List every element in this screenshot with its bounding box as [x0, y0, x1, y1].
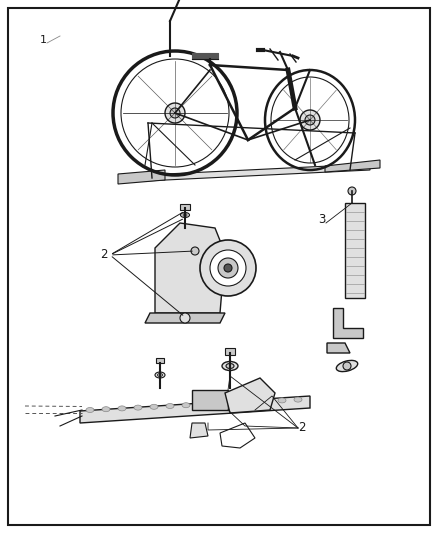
Ellipse shape: [158, 374, 162, 376]
Ellipse shape: [86, 408, 94, 413]
Ellipse shape: [102, 407, 110, 411]
Ellipse shape: [278, 398, 286, 403]
Circle shape: [348, 187, 356, 195]
Circle shape: [191, 247, 199, 255]
Polygon shape: [125, 164, 370, 182]
Bar: [180, 204, 190, 210]
Circle shape: [170, 108, 180, 118]
Ellipse shape: [198, 402, 206, 407]
Bar: [225, 348, 235, 355]
Ellipse shape: [183, 214, 187, 216]
Ellipse shape: [150, 405, 158, 409]
Circle shape: [300, 110, 320, 130]
Polygon shape: [325, 160, 380, 172]
Ellipse shape: [155, 372, 165, 378]
Ellipse shape: [230, 400, 238, 405]
Ellipse shape: [262, 399, 270, 403]
Circle shape: [343, 362, 351, 370]
Ellipse shape: [294, 397, 302, 402]
Polygon shape: [327, 343, 350, 353]
Circle shape: [180, 313, 190, 323]
Circle shape: [218, 258, 238, 278]
Text: 2: 2: [100, 248, 107, 261]
Polygon shape: [333, 308, 363, 338]
Circle shape: [224, 264, 232, 272]
Polygon shape: [80, 396, 310, 423]
Ellipse shape: [214, 401, 222, 406]
Text: 1: 1: [40, 35, 47, 45]
Ellipse shape: [182, 403, 190, 408]
Ellipse shape: [134, 405, 142, 410]
Circle shape: [200, 240, 256, 296]
Polygon shape: [145, 313, 225, 323]
Ellipse shape: [180, 213, 190, 217]
Bar: [192, 390, 228, 410]
Circle shape: [305, 115, 315, 125]
Circle shape: [165, 103, 185, 123]
Bar: [156, 358, 164, 363]
Ellipse shape: [226, 364, 234, 368]
Polygon shape: [190, 423, 208, 438]
Circle shape: [210, 250, 246, 286]
Polygon shape: [155, 223, 225, 313]
Ellipse shape: [118, 406, 126, 411]
Ellipse shape: [166, 403, 174, 408]
Polygon shape: [118, 170, 165, 184]
Text: 2: 2: [298, 421, 305, 434]
Ellipse shape: [246, 400, 254, 405]
Polygon shape: [225, 378, 275, 413]
Text: 3: 3: [318, 213, 325, 226]
Ellipse shape: [222, 361, 238, 370]
Ellipse shape: [336, 360, 358, 372]
Bar: [345, 203, 365, 298]
